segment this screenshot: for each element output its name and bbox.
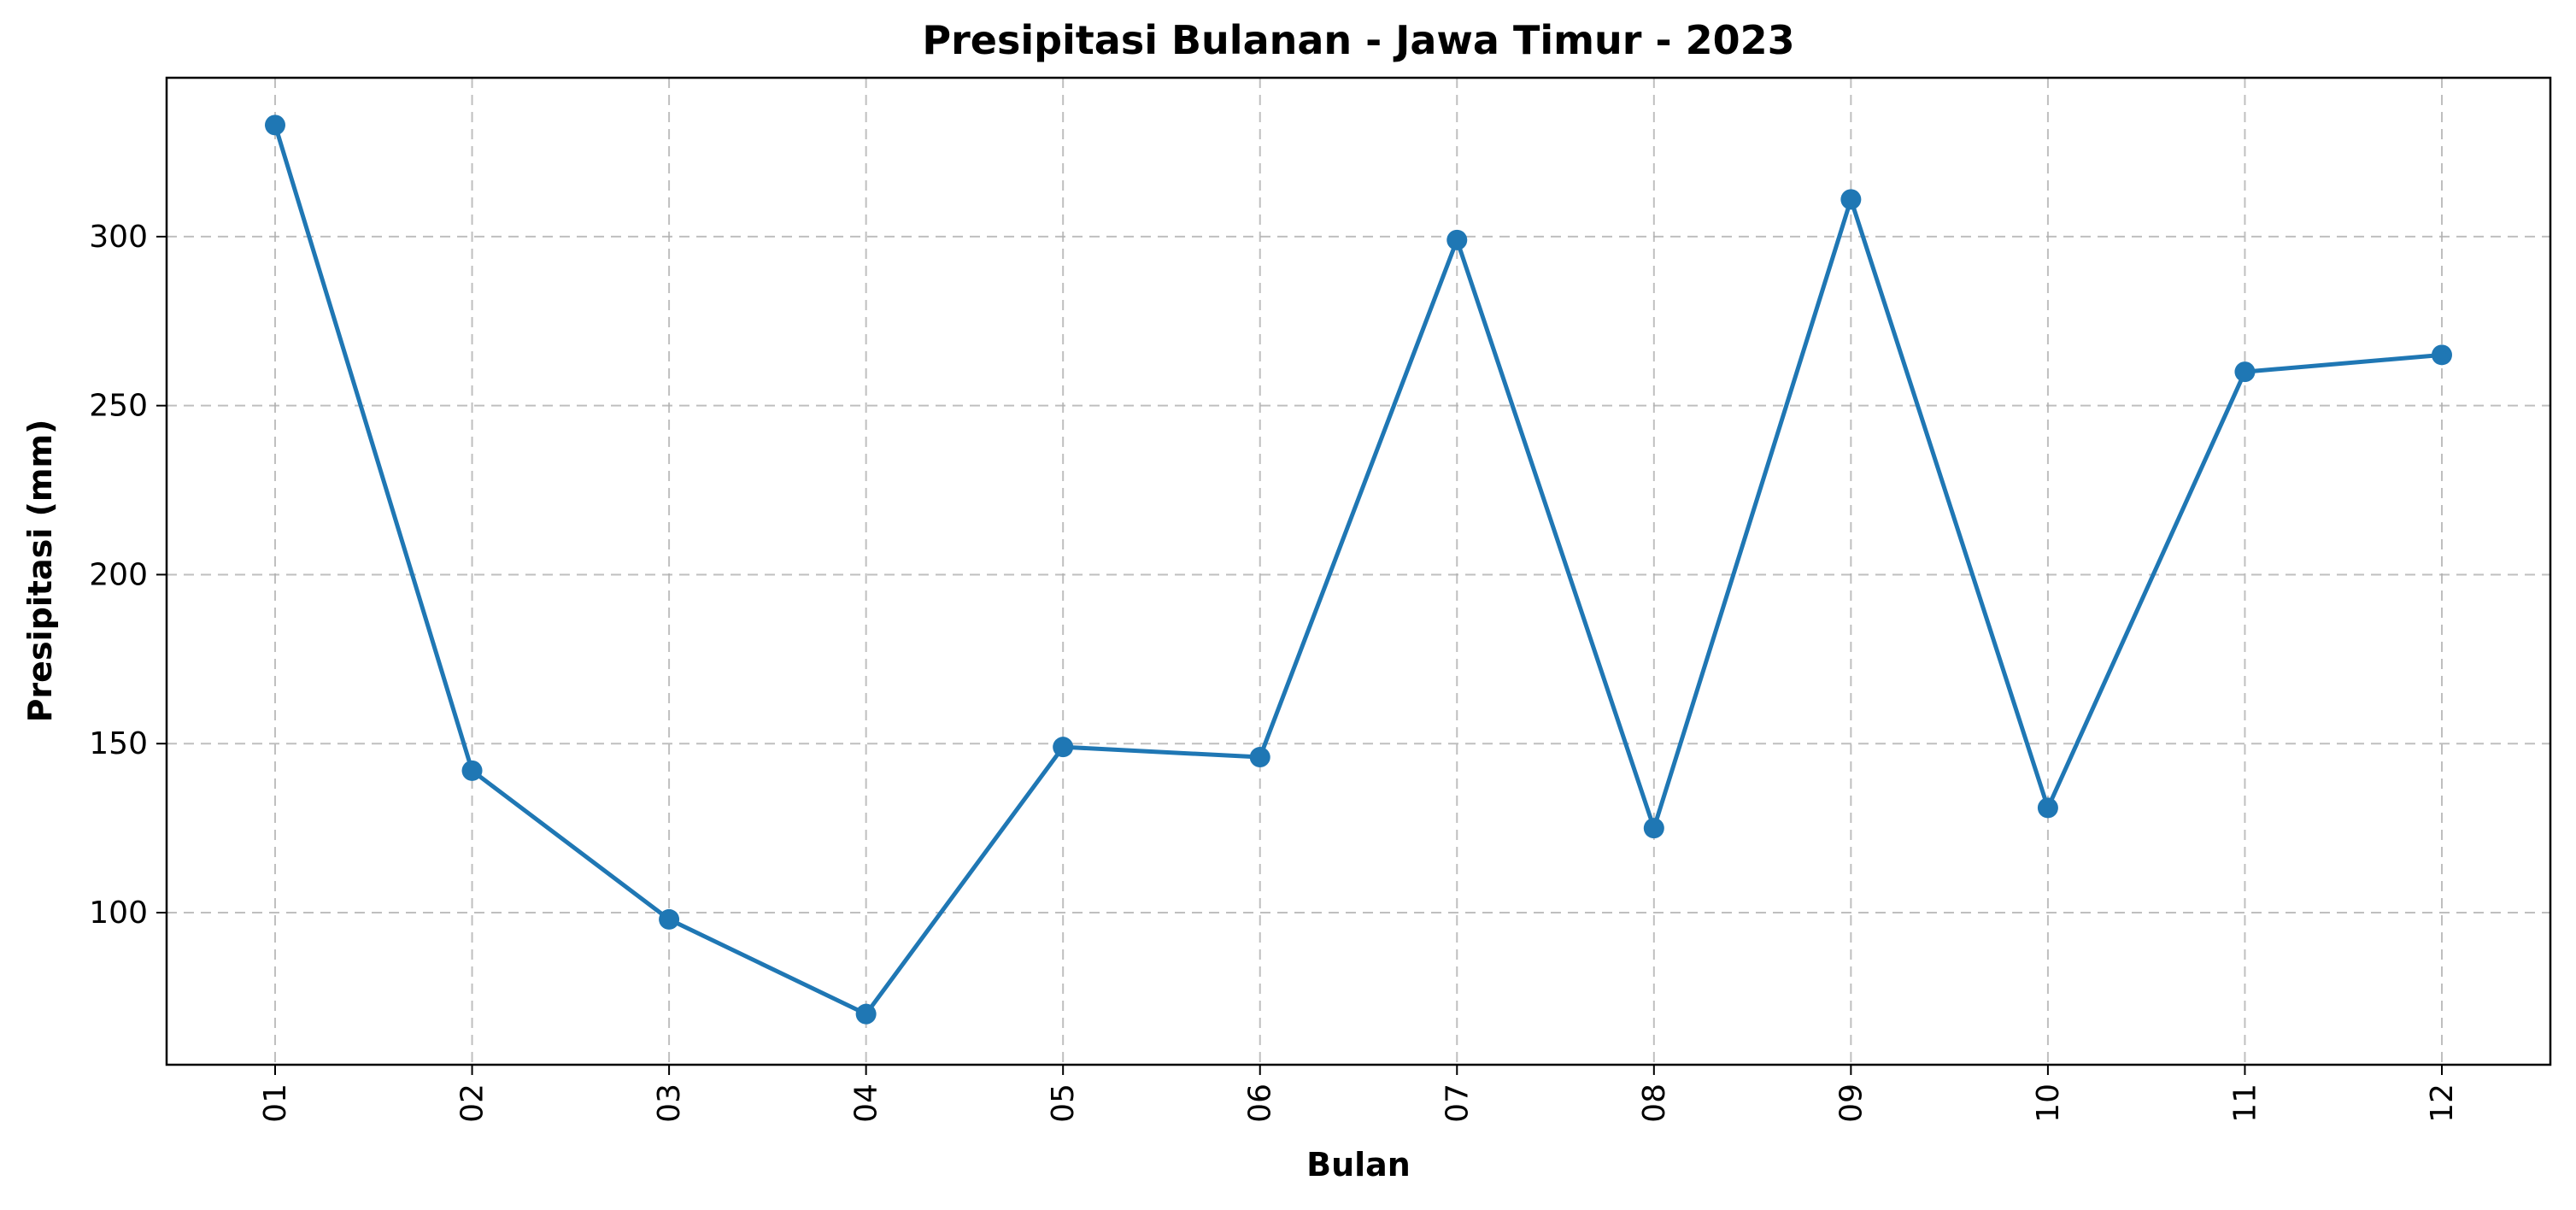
x-tick-label: 02 xyxy=(455,1084,490,1123)
y-tick-label: 100 xyxy=(89,896,148,931)
y-tick-label: 250 xyxy=(89,389,148,424)
series-layer xyxy=(265,115,2452,1025)
series-line xyxy=(273,124,2443,1017)
data-point xyxy=(1249,747,1270,768)
y-tick-label: 150 xyxy=(89,726,148,761)
y-tick-label: 300 xyxy=(89,220,148,255)
data-point xyxy=(1446,229,1468,250)
x-tick-label: 01 xyxy=(258,1084,293,1123)
data-point xyxy=(265,115,285,136)
data-point xyxy=(855,1003,877,1025)
data-point xyxy=(2234,361,2256,383)
x-tick-label: 04 xyxy=(849,1084,884,1123)
x-tick-label: 06 xyxy=(1243,1084,1278,1123)
grid-layer xyxy=(167,78,2550,1065)
data-point xyxy=(2037,797,2058,819)
x-tick-label: 05 xyxy=(1046,1084,1081,1123)
x-tick-label: 11 xyxy=(2227,1084,2262,1123)
x-tick-label: 03 xyxy=(652,1084,687,1123)
data-point xyxy=(659,908,680,930)
chart-title: Presipitasi Bulanan - Jawa Timur - 2023 xyxy=(922,17,1794,63)
data-point xyxy=(1840,189,1862,210)
y-axis-label: Presipitasi (mm) xyxy=(21,420,59,723)
axes-layer: 01 02 03 04 05 06 07 08 09 10 11 12 100 150 200 250 300 xyxy=(89,220,2460,1123)
data-point xyxy=(461,760,483,781)
data-point xyxy=(1053,737,1074,758)
data-point xyxy=(2432,344,2452,366)
x-tick-label: 09 xyxy=(1834,1084,1869,1123)
y-tick-label: 200 xyxy=(89,557,148,592)
x-tick-label: 12 xyxy=(2425,1084,2460,1123)
x-axis-label: Bulan xyxy=(1306,1146,1411,1184)
plot-frame xyxy=(165,76,2552,1066)
x-tick-label: 10 xyxy=(2031,1084,2066,1123)
x-tick-label: 07 xyxy=(1440,1084,1475,1123)
data-point xyxy=(1643,818,1664,839)
x-tick-label: 08 xyxy=(1637,1084,1672,1123)
